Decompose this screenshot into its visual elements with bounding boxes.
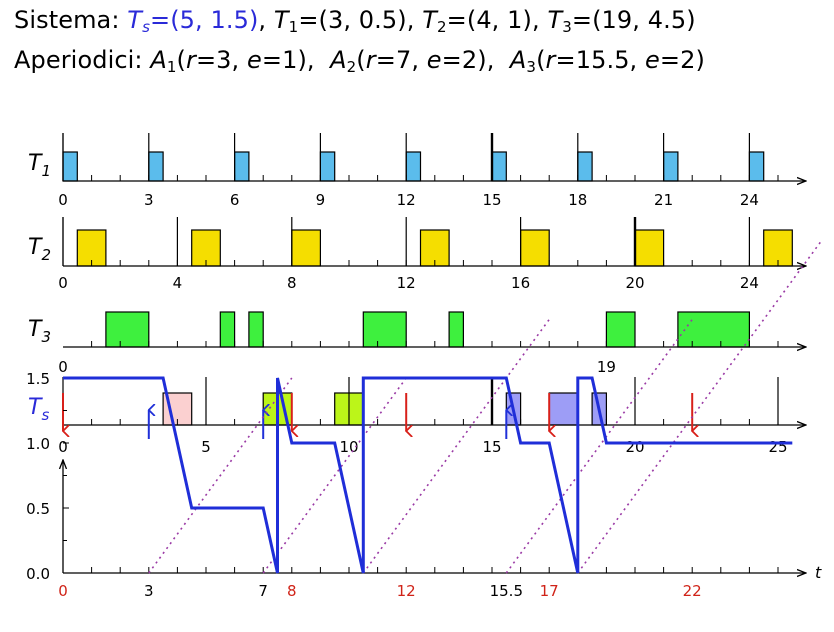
job-box-t3-0 — [105, 311, 150, 348]
task-2-def: T2=(4, 1) — [422, 6, 532, 36]
aperiodic-job-3-def: A3(r=15.5, e=2) — [509, 46, 705, 76]
tick-label-ts: 0 — [58, 438, 68, 456]
job-box-t3-2 — [248, 311, 264, 348]
job-box-t1-1 — [148, 151, 164, 182]
tick-label-t2: 4 — [173, 274, 183, 292]
aperiodic-label: Aperiodici: — [14, 46, 143, 74]
job-box-t1-7 — [662, 151, 679, 182]
tick-label-t1: 12 — [397, 191, 416, 209]
job-box-t3-3 — [362, 311, 407, 348]
replenish-dotted-line — [362, 319, 550, 574]
job-box-t2-2 — [291, 229, 321, 267]
job-box-t1-0 — [62, 151, 78, 182]
row-label-t3: T3 — [28, 317, 51, 346]
job-box-t1-6 — [577, 151, 593, 182]
tick-label-t2: 8 — [287, 274, 297, 292]
tick-label-t1: 18 — [568, 191, 587, 209]
budget-x-label: 17 — [540, 582, 559, 600]
tick-label-t2: 16 — [511, 274, 530, 292]
job-box-t3-5 — [605, 311, 636, 348]
tick-label-ts: 5 — [201, 438, 211, 456]
replenish-dotted-line — [262, 377, 407, 574]
system-definition-line: Sistema: Ts=(5, 1.5), T1=(3, 0.5), T2=(4… — [14, 6, 696, 36]
tick-label-t2: 20 — [625, 274, 644, 292]
job-box-t2-4 — [519, 229, 550, 267]
budget-x-label: 15.5 — [490, 582, 523, 600]
budget-x-label: 8 — [287, 582, 297, 600]
budget-y-label: 0.0 — [26, 565, 50, 583]
tick-label-t1: 15 — [482, 191, 501, 209]
job-box-ts-4 — [548, 392, 579, 426]
job-box-t3-4 — [448, 311, 465, 348]
tick-label-t2: 24 — [740, 274, 759, 292]
budget-y-label: 1.5 — [26, 370, 50, 388]
replenish-dotted-line — [148, 377, 293, 574]
budget-x-label: 7 — [258, 582, 268, 600]
task-3-def: T3=(19, 4.5) — [547, 6, 696, 36]
tick-label-t3: 0 — [58, 358, 68, 376]
tick-label-t1: 6 — [230, 191, 240, 209]
job-box-t3-6 — [677, 311, 751, 348]
task-1-def: T1=(3, 0.5) — [273, 6, 407, 36]
timeline-row-ts: Ts 0 5 10 15 20 25 — [28, 377, 806, 456]
tick-label-ts: 10 — [339, 438, 358, 456]
job-box-t1-8 — [748, 151, 765, 182]
aperiodic-definition-line: Aperiodici: A1(r=3, e=1), A2(r=7, e=2), … — [14, 46, 705, 76]
tick-label-t1: 9 — [316, 191, 326, 209]
tick-label-t2: 12 — [397, 274, 416, 292]
tick-label-ts: 20 — [625, 438, 644, 456]
tick-label-t2: 0 — [58, 274, 68, 292]
tick-label-ts: 25 — [768, 438, 787, 456]
system-label: Sistema: — [14, 6, 120, 34]
tick-label-t1: 3 — [144, 191, 154, 209]
replenish-dotted-line — [505, 319, 693, 574]
timeline-row-t2: T2 0 4 8 12 16 20 24 — [28, 217, 806, 292]
tick-label-t1: 0 — [58, 191, 68, 209]
budget-x-label: 12 — [397, 582, 416, 600]
row-label-ts: Ts — [28, 395, 49, 424]
job-box-t2-5 — [634, 229, 665, 267]
budget-curve — [63, 376, 793, 574]
job-box-t3-1 — [219, 311, 236, 348]
budget-x-label: 0 — [58, 582, 68, 600]
server-task-def: Ts=(5, 1.5) — [127, 6, 259, 36]
timeline-row-t3: T3 0 19 — [28, 311, 806, 376]
replenish-dotted-line — [577, 241, 822, 574]
tick-label-ts: 15 — [482, 438, 501, 456]
job-box-t1-2 — [234, 151, 250, 182]
budget-x-label: 22 — [683, 582, 702, 600]
tick-label-t3: 19 — [597, 358, 616, 376]
budget-t-label: t — [815, 563, 822, 582]
timeline-row-t1: T1 0 3 6 9 12 15 18 21 24 — [28, 133, 806, 209]
job-box-t1-3 — [319, 151, 336, 182]
job-box-t2-1 — [191, 229, 221, 267]
aperiodic-job-2-def: A2(r=7, e=2) — [330, 46, 487, 76]
tick-label-t1: 21 — [654, 191, 673, 209]
job-box-t1-5 — [491, 151, 507, 182]
row-label-t2: T2 — [28, 235, 51, 264]
row-label-t1: T1 — [28, 151, 51, 180]
job-box-t1-4 — [405, 151, 422, 182]
budget-y-label: 0.5 — [26, 500, 50, 518]
aperiodic-job-1-def: A1(r=3, e=1) — [150, 46, 307, 76]
budget-y-label: 1.0 — [26, 435, 50, 453]
budget-x-label: 3 — [144, 582, 154, 600]
tick-label-t1: 24 — [740, 191, 759, 209]
